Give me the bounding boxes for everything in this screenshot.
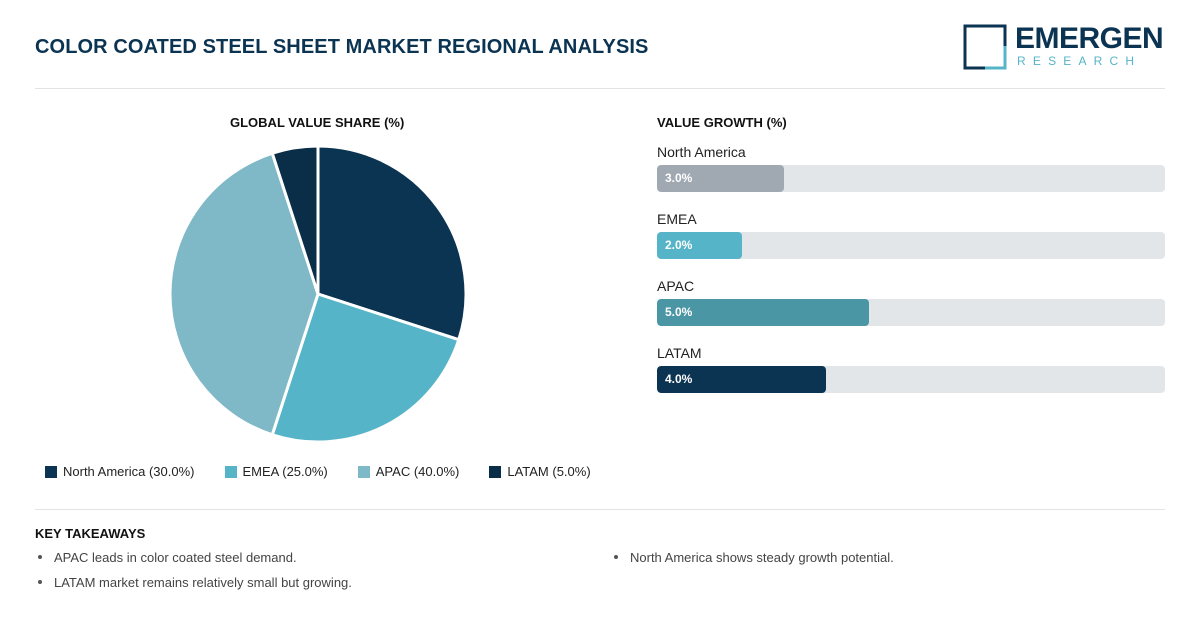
bullet-icon <box>614 554 618 559</box>
takeaway-item: North America shows steady growth potent… <box>614 550 894 565</box>
bar-chart-title: VALUE GROWTH (%) <box>657 115 787 130</box>
bar-track: 5.0% <box>657 299 1165 326</box>
legend-label: LATAM (5.0%) <box>507 464 591 479</box>
bar-track: 4.0% <box>657 366 1165 393</box>
bar-row: APAC 5.0% <box>657 277 1165 344</box>
bullet-icon <box>38 554 42 559</box>
pie-slice-apac <box>168 151 320 437</box>
bar-track: 2.0% <box>657 232 1165 259</box>
bar-value-label: 2.0% <box>665 238 693 252</box>
takeaway-text: APAC leads in color coated steel demand. <box>54 550 297 565</box>
logo-subtext: RESEARCH <box>1017 54 1142 68</box>
bullet-icon <box>38 579 42 584</box>
bar-latam <box>657 366 827 393</box>
legend-item: North America (30.0%) <box>45 464 195 479</box>
pie-slice-latam <box>270 144 320 295</box>
bar-emea <box>657 232 742 259</box>
pie-chart-title: GLOBAL VALUE SHARE (%) <box>230 115 405 130</box>
takeaway-text: North America shows steady growth potent… <box>630 550 894 565</box>
emergen-research-logo[interactable]: EMERGEN RESEARCH <box>963 22 1164 72</box>
takeaway-item: APAC leads in color coated steel demand. <box>38 550 297 565</box>
pie-slice-emea <box>270 292 461 444</box>
bar-row: EMEA 2.0% <box>657 210 1165 277</box>
bar-value-label: 5.0% <box>665 305 693 319</box>
legend-item: APAC (40.0%) <box>357 464 460 479</box>
logo-text: EMERGEN <box>1015 22 1164 55</box>
pie-chart <box>168 144 468 444</box>
bar-north-america <box>657 165 784 192</box>
bar-category-label: LATAM <box>657 345 702 361</box>
bar-value-label: 4.0% <box>665 372 693 386</box>
header: COLOR COATED STEEL SHEET MARKET REGIONAL… <box>35 0 1165 89</box>
legend-label: North America (30.0%) <box>63 464 195 479</box>
bar-track: 3.0% <box>657 165 1165 192</box>
legend-item: LATAM (5.0%) <box>489 464 591 479</box>
bar-category-label: EMEA <box>657 211 697 227</box>
bar-apac <box>657 299 869 326</box>
bar-chart: North America 3.0% EMEA 2.0% APAC 5.0% LATAM 4.… <box>657 143 1165 411</box>
legend-label: APAC (40.0%) <box>375 464 460 479</box>
legend-swatch <box>357 465 370 478</box>
pie-legend: North America (30.0%) EMEA (25.0%) APAC (4… <box>45 464 621 479</box>
bar-category-label: APAC <box>657 278 695 294</box>
bar-row: LATAM 4.0% <box>657 344 1165 411</box>
key-takeaways-title: KEY TAKEAWAYS <box>35 526 146 541</box>
logo-mark-icon <box>963 24 1007 70</box>
bar-category-label: North America <box>657 144 746 160</box>
legend-swatch <box>224 465 237 478</box>
pie-slice-north-america <box>316 144 468 342</box>
page-title: COLOR COATED STEEL SHEET MARKET REGIONAL… <box>35 36 649 58</box>
takeaway-item: LATAM market remains relatively small bu… <box>38 575 352 590</box>
divider <box>35 509 1165 510</box>
bar-value-label: 3.0% <box>665 171 693 185</box>
legend-swatch <box>45 465 57 478</box>
legend-label: EMEA (25.0%) <box>242 464 328 479</box>
takeaway-text: LATAM market remains relatively small bu… <box>54 575 352 590</box>
bar-row: North America 3.0% <box>657 143 1165 210</box>
legend-item: EMEA (25.0%) <box>224 464 328 479</box>
legend-swatch <box>489 465 502 478</box>
